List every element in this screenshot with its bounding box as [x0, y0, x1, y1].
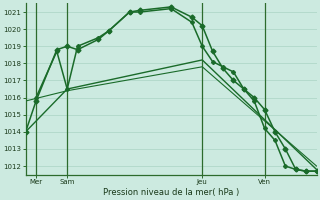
- X-axis label: Pression niveau de la mer( hPa ): Pression niveau de la mer( hPa ): [103, 188, 239, 197]
